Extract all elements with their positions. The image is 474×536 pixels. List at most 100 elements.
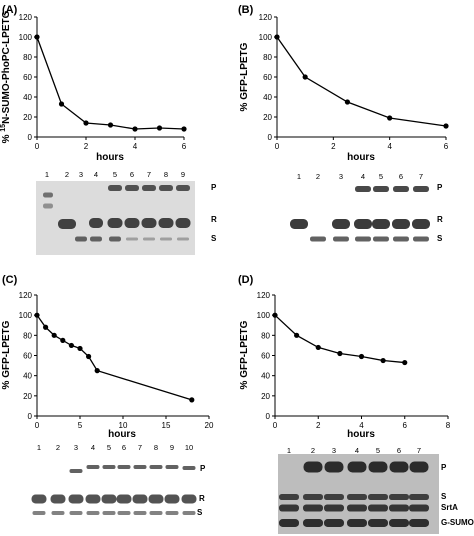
x-tick-label: 10 (119, 421, 128, 430)
gel-band (324, 519, 344, 527)
gel-lane-number: 1 (37, 443, 41, 452)
gel-lane-number: 2 (65, 170, 69, 179)
series-line (36, 36, 185, 130)
gel-band (133, 465, 147, 469)
data-point (68, 342, 74, 349)
x-tick-label: 0 (35, 142, 40, 151)
data-point (315, 344, 321, 351)
gel-band (413, 236, 429, 242)
gel-band (279, 519, 299, 527)
gel-band (102, 465, 116, 469)
y-tick-label: 40 (23, 93, 32, 102)
data-point (402, 359, 408, 366)
gel-band (86, 511, 100, 515)
gel-lane-number: 1 (297, 172, 301, 181)
gel-band (393, 236, 409, 242)
gel-band (86, 465, 100, 469)
gel-image: 1 2 3 4 5 6 7 8 9 10 P RS (31, 443, 206, 520)
gel-band (182, 511, 196, 515)
x-tick-label: 6 (182, 142, 187, 151)
gel-band (290, 219, 308, 229)
gel-band (368, 504, 388, 512)
panel-label: (A) (2, 4, 18, 16)
y-tick-label: 20 (261, 392, 270, 401)
x-tick-label: 2 (316, 421, 321, 430)
x-axis-title: hours (347, 152, 375, 163)
gel-band (347, 494, 367, 500)
gel-band (303, 494, 323, 500)
x-tick-label: 0 (273, 421, 278, 430)
x-tick-label: 6 (403, 421, 408, 430)
gel-image: 1 2 3 4 5 6 7 P S SrtA G-SUMO (278, 446, 474, 534)
x-tick-label: 6 (444, 142, 449, 151)
gel-lane-number: 3 (79, 170, 83, 179)
gel-band (90, 236, 102, 242)
series-line (276, 36, 447, 127)
gel-band (333, 236, 349, 242)
gel-band (368, 519, 388, 527)
gel-lane-number: 7 (147, 170, 151, 179)
gel-band (148, 494, 164, 504)
y-axis-title-part: N-SUMO-PhoPC-LPETG (1, 10, 12, 124)
y-tick-label: 0 (28, 133, 33, 142)
gel-lane-number: 8 (164, 170, 168, 179)
gel-band (389, 461, 409, 473)
gel-band (69, 511, 83, 515)
y-tick-label: 20 (23, 113, 32, 122)
gel-band-label: G-SUMO (441, 518, 474, 527)
gel-band (392, 219, 410, 229)
gel-band (412, 219, 430, 229)
y-axis-title-superscript: 15 (0, 124, 7, 132)
gel-band (303, 504, 323, 512)
gel-lane-number: 4 (91, 443, 95, 452)
gel-lane-number: 9 (170, 443, 174, 452)
data-point (83, 120, 89, 126)
gel-band (116, 494, 132, 504)
gel-band (107, 218, 123, 228)
gel-band (108, 185, 122, 191)
gel-band (164, 494, 180, 504)
gel-background (281, 181, 426, 254)
y-tick-label: 120 (259, 13, 273, 22)
gel-band (165, 511, 179, 515)
y-tick-label: 100 (257, 311, 271, 320)
gel-band (324, 461, 344, 473)
gel-lane-number: 3 (332, 446, 336, 455)
gel-band (354, 219, 372, 229)
gel-band (89, 218, 103, 228)
gel-lane-number: 5 (113, 170, 117, 179)
gel-lane-number: 4 (361, 172, 365, 181)
data-point (107, 122, 114, 128)
gel-lane-number: 6 (399, 172, 403, 181)
y-tick-label: 100 (19, 33, 33, 42)
gel-band (158, 218, 174, 228)
x-tick-label: 5 (78, 421, 83, 430)
gel-band (51, 511, 65, 515)
gel-lane-number: 5 (107, 443, 111, 452)
gel-band (32, 511, 46, 515)
data-point (132, 126, 138, 132)
y-tick-label: 100 (19, 311, 33, 320)
gel-band (324, 494, 344, 500)
gel-band (133, 511, 147, 515)
gel-band-label: SrtA (441, 503, 458, 512)
chart-panel-d: (D) 0 20 40 60 80 100 120 0 2 4 6 8 hours % GFP-LPETG 1… (238, 274, 474, 534)
data-point (94, 368, 100, 374)
gel-band (355, 186, 371, 192)
gel-band (132, 494, 148, 504)
gel-band-label: P (200, 464, 206, 473)
x-tick-label: 2 (84, 142, 89, 151)
x-tick-label: 15 (162, 421, 171, 430)
data-point (344, 99, 351, 105)
data-point (443, 123, 449, 129)
gel-lane-number: 2 (311, 446, 315, 455)
gel-lane-number: 4 (355, 446, 359, 455)
gel-band (141, 218, 157, 228)
gel-band (373, 236, 389, 242)
y-tick-label: 60 (23, 73, 32, 82)
gel-band (43, 192, 53, 198)
panel-label: (D) (238, 274, 254, 286)
gel-band (85, 494, 101, 504)
gel-band (368, 461, 388, 473)
gel-band (347, 461, 367, 473)
